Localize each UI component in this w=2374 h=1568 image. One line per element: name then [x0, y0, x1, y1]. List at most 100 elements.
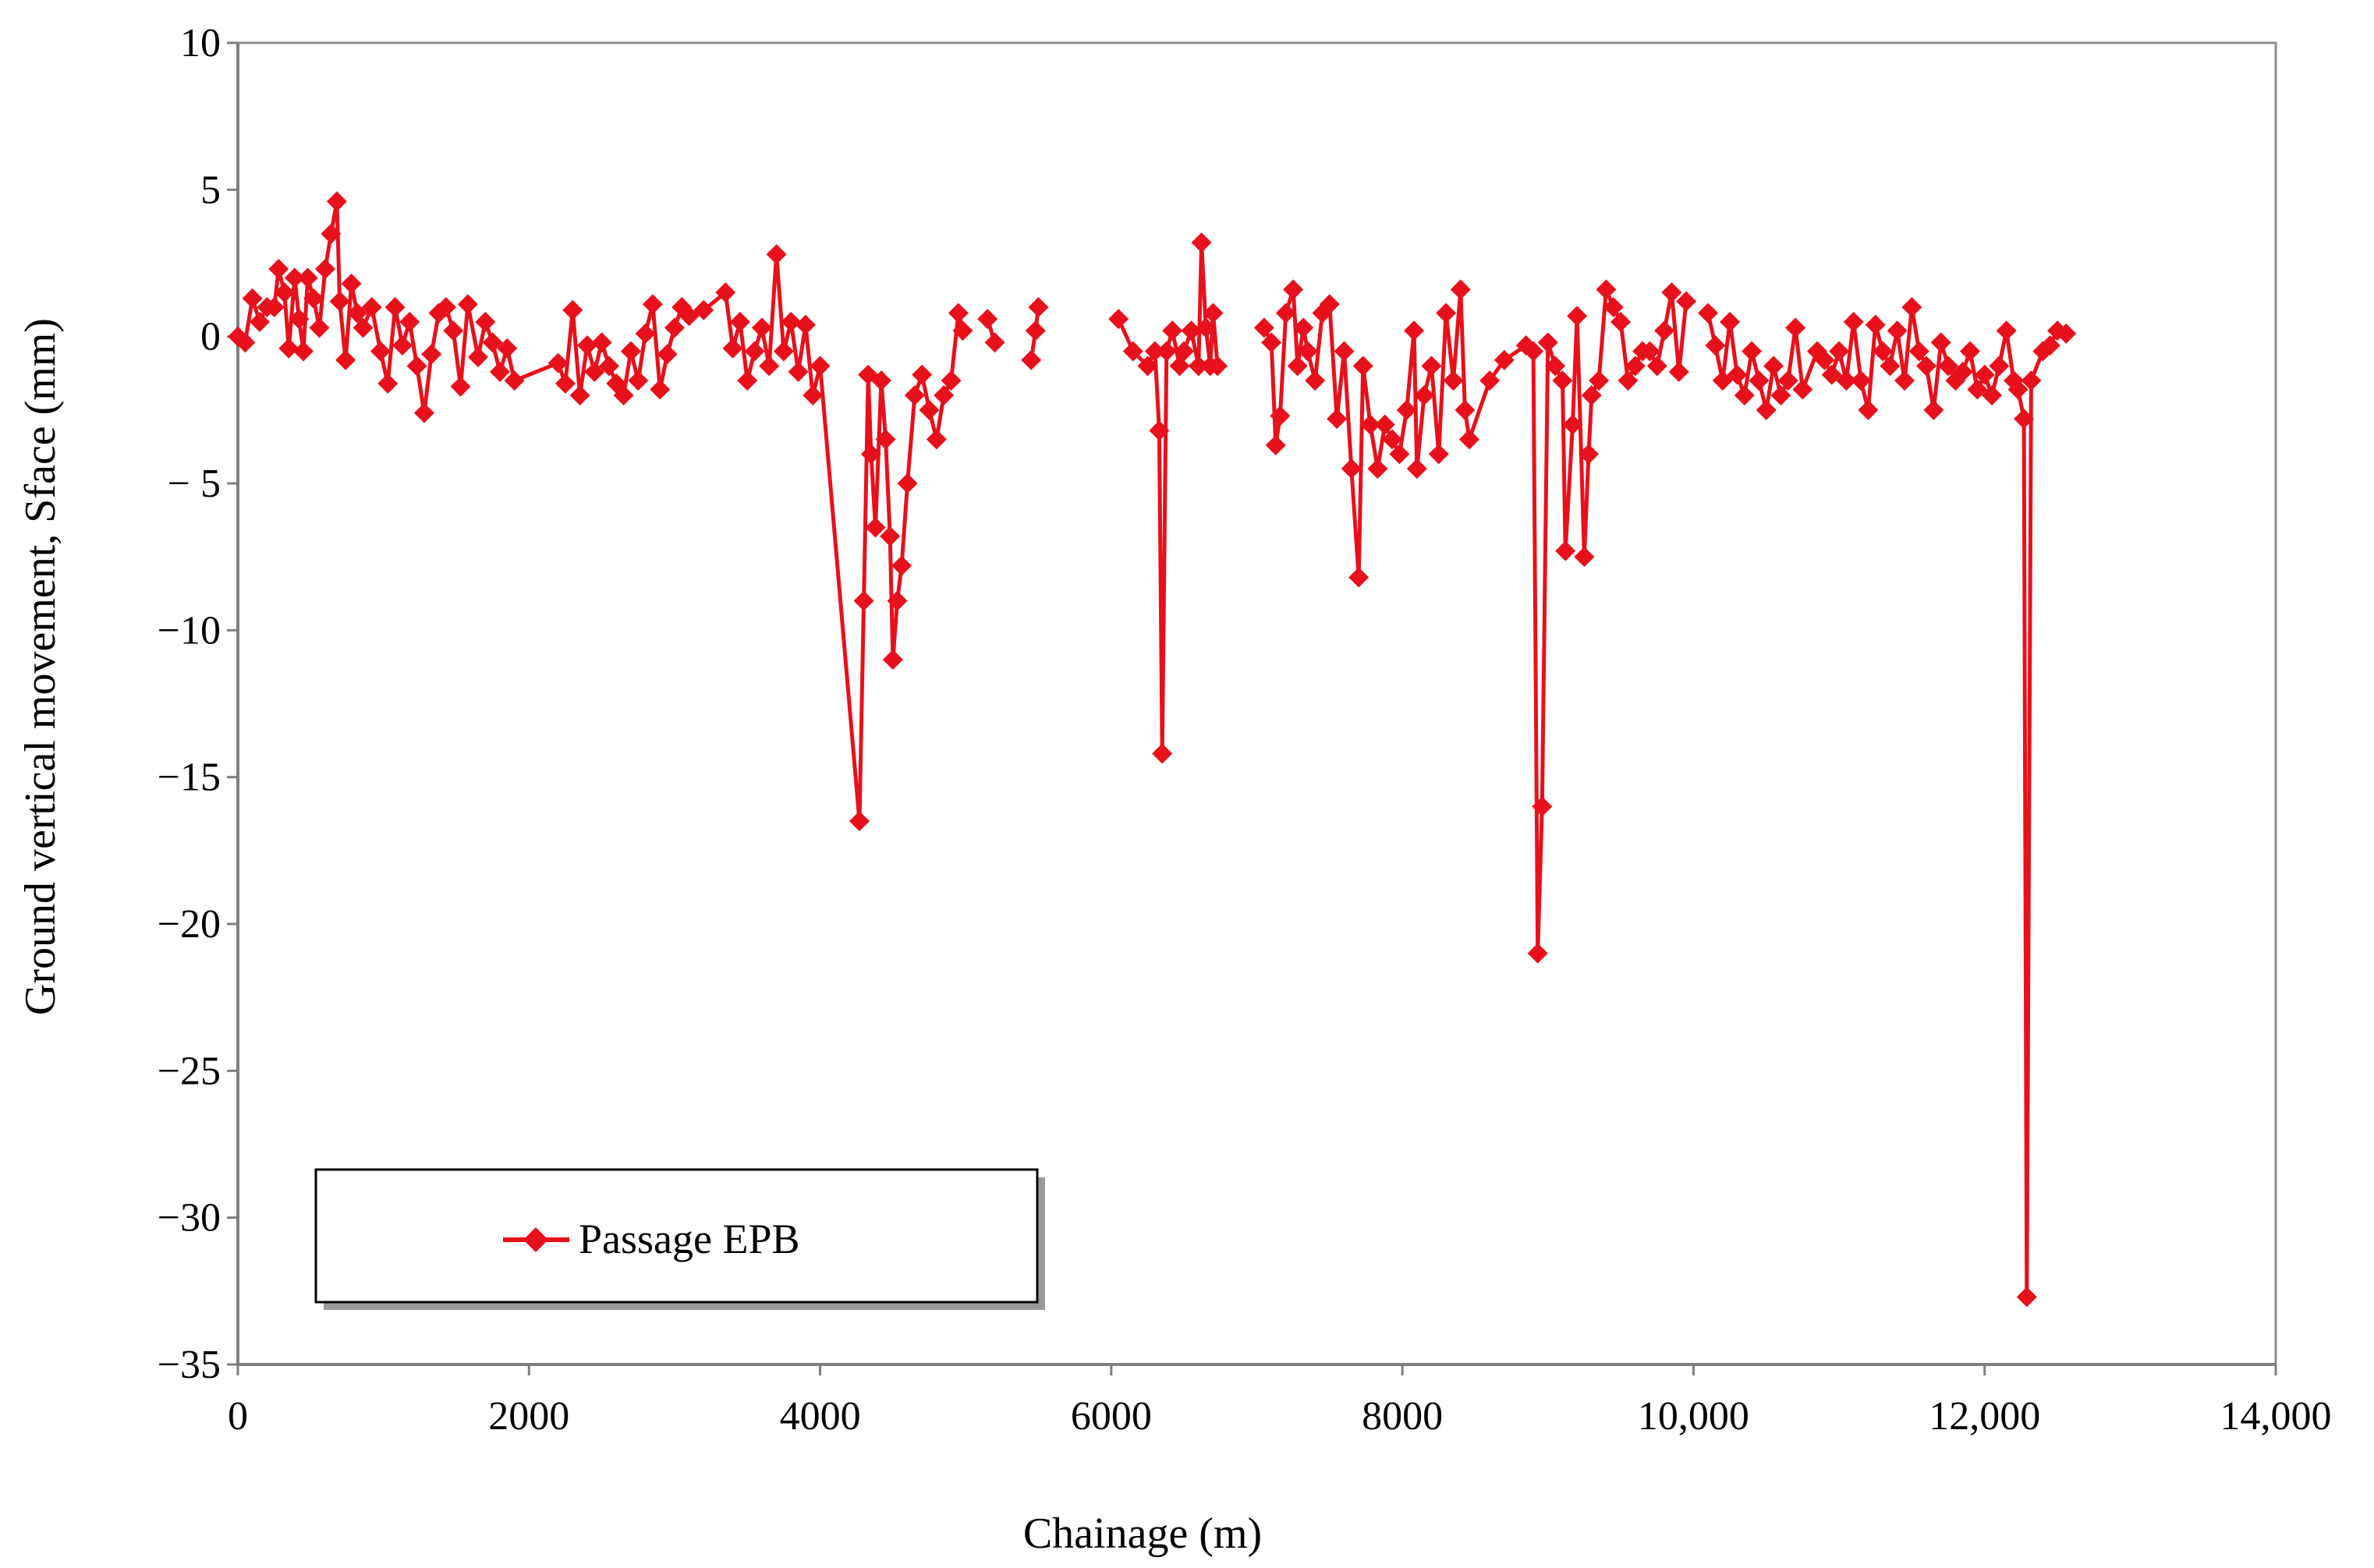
data-point [1367, 458, 1388, 480]
data-point [657, 344, 678, 365]
data-point [880, 526, 901, 547]
data-point [361, 297, 382, 317]
data-point [1025, 320, 1046, 342]
x-tick-label: 10,000 [1638, 1394, 1749, 1439]
data-point [1265, 435, 1286, 456]
x-tick-label: 14,000 [2220, 1394, 2332, 1439]
data-point [457, 294, 478, 315]
data-point [1908, 341, 1929, 362]
data-point [1589, 370, 1610, 391]
data-point [1144, 341, 1165, 362]
data-point [2056, 323, 2077, 344]
data-point [1865, 314, 1886, 335]
data-point [1756, 399, 1777, 420]
legend-marker [523, 1227, 548, 1252]
data-point [555, 373, 576, 394]
y-tick-label: −20 [158, 902, 221, 947]
data-point [1406, 458, 1427, 480]
y-axis-tick-labels: 10 5 0 − 5 −10 −15 −20 −25 −30 −35 [158, 21, 238, 1387]
data-point [912, 364, 933, 385]
data-point [1404, 320, 1425, 342]
data-point [1676, 291, 1697, 312]
data-point [1389, 444, 1410, 465]
data-point [2014, 409, 2035, 430]
data-point [941, 370, 962, 391]
y-tick-label: −30 [158, 1196, 221, 1241]
data-point [450, 376, 471, 397]
data-point [650, 379, 671, 400]
data-point [1821, 364, 1842, 385]
data-point [443, 320, 464, 342]
data-point [891, 555, 912, 576]
data-point [1152, 743, 1173, 764]
data-point [1527, 943, 1548, 964]
x-tick-label: 8000 [1362, 1394, 1443, 1439]
legend-label: Passage EPB [579, 1216, 800, 1262]
data-point [887, 590, 908, 611]
data-point [1960, 341, 1981, 362]
data-point [1843, 311, 1864, 332]
data-point [1625, 356, 1646, 377]
data-point [482, 332, 503, 353]
data-point [1319, 294, 1340, 315]
data-point [314, 259, 335, 280]
data-point [2039, 334, 2060, 356]
data-point [788, 361, 809, 382]
data-point [1777, 370, 1798, 391]
data-point [1207, 356, 1228, 377]
data-point [803, 385, 824, 405]
data-point [309, 317, 330, 338]
data-point [1829, 341, 1850, 362]
data-point [620, 341, 641, 362]
data-point [1982, 385, 2003, 405]
data-point [1646, 356, 1667, 377]
data-point [1028, 297, 1049, 317]
data-point [613, 385, 634, 405]
data-point [303, 288, 324, 309]
data-point [875, 429, 896, 450]
data-point [467, 347, 488, 368]
data-point [744, 341, 765, 362]
data-point [2021, 370, 2042, 391]
data-point [2007, 379, 2029, 400]
x-tick-label: 2000 [488, 1394, 569, 1439]
data-point [1858, 399, 1879, 420]
data-point [292, 341, 314, 362]
data-point [1169, 356, 1190, 377]
data-point [1880, 356, 1901, 377]
data-point [853, 590, 874, 611]
x-tick-label: 0 [228, 1394, 248, 1439]
data-point [1122, 341, 1143, 362]
data-point [977, 309, 998, 330]
data-point [1562, 414, 1583, 435]
data-point [1537, 332, 1558, 353]
data-point [1149, 420, 1170, 441]
data-point [1382, 429, 1403, 450]
data-point [335, 349, 356, 370]
data-point [870, 370, 891, 391]
y-tick-label: −35 [158, 1343, 221, 1387]
data-point [1479, 370, 1501, 391]
data-point [289, 309, 310, 330]
data-point [1749, 370, 1770, 391]
data-point [399, 311, 420, 332]
data-point [377, 373, 399, 394]
data-point [235, 332, 256, 353]
data-point [591, 332, 612, 353]
data-point [1742, 341, 1763, 362]
data-point [1458, 429, 1479, 450]
data-point [1894, 370, 1915, 391]
data-point [1792, 379, 1813, 400]
legend: Passage EPB [314, 1168, 1045, 1310]
data-point [1851, 370, 1872, 391]
data-point [1188, 356, 1209, 377]
x-axis-tick-labels: 0 2000 4000 6000 8000 10,000 12,000 14,000 [228, 1364, 2332, 1439]
data-point [249, 311, 270, 332]
data-point [1574, 547, 1595, 568]
x-tick-label: 6000 [1071, 1394, 1152, 1439]
data-point [1836, 370, 1857, 391]
data-point [504, 370, 525, 391]
data-point [1421, 356, 1442, 377]
data-point [562, 299, 583, 320]
data-point [795, 314, 816, 335]
